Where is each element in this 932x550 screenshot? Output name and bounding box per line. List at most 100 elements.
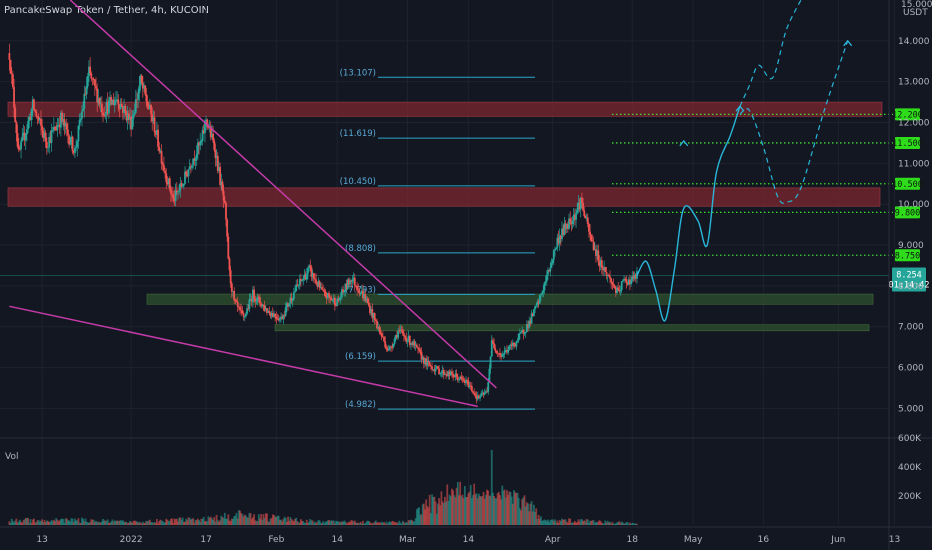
volume-bar (504, 497, 507, 525)
candle-body (473, 392, 476, 395)
candle-body (201, 130, 204, 141)
volume-bar (391, 520, 394, 525)
volume-bar (301, 520, 303, 525)
candle-body (428, 362, 431, 366)
volume-bar (144, 522, 147, 525)
candle-body (50, 130, 53, 143)
candle-body (550, 263, 553, 268)
volume-bar (379, 522, 382, 525)
candle-body (421, 357, 424, 360)
candle-body (356, 286, 359, 291)
volume-bar (349, 522, 351, 525)
volume-bar (404, 523, 407, 525)
volume-bar (24, 518, 27, 525)
volume-bar (47, 520, 49, 525)
candle-body (136, 99, 138, 101)
candle-body (296, 284, 299, 286)
volume-bar (208, 517, 211, 525)
volume-bar (220, 515, 223, 525)
volume-bar (315, 523, 318, 525)
candle-body (516, 340, 519, 342)
candle-body (573, 214, 576, 220)
candle-body (225, 202, 227, 220)
candle-body (248, 299, 251, 309)
candle-body (630, 280, 632, 284)
volume-bar (482, 491, 485, 525)
volume-bar (494, 498, 497, 525)
candle-body (186, 174, 189, 177)
candle-body (565, 223, 568, 229)
volume-bar (344, 521, 347, 525)
candle-body (45, 141, 48, 149)
volume-bar (257, 514, 260, 525)
volume-bar (139, 522, 142, 525)
volume-bar (171, 518, 174, 525)
candle-body (17, 146, 20, 150)
volume-bar (61, 518, 63, 525)
candle-body (174, 190, 177, 202)
candle-body (357, 290, 360, 292)
volume-bar (146, 521, 149, 525)
volume-bar (188, 517, 191, 525)
candle-body (69, 143, 72, 145)
candle-body (575, 212, 577, 220)
candle-body (446, 374, 449, 377)
volume-bar (388, 521, 391, 525)
volume-bar (97, 521, 100, 525)
candle-body (534, 306, 536, 310)
candle-body (88, 66, 90, 77)
candle-body (11, 74, 14, 87)
volume-bar (125, 521, 128, 525)
candle-body (264, 308, 267, 311)
volume-bar (597, 521, 600, 525)
volume-bar (119, 520, 122, 525)
candle-body (179, 183, 182, 191)
volume-bar (599, 521, 602, 525)
volume-bar (175, 518, 178, 525)
volume-bar (137, 522, 140, 525)
candle-body (30, 109, 33, 120)
candle-body (314, 278, 316, 280)
volume-bar (466, 497, 469, 525)
volume-bar (585, 518, 588, 525)
candle-body (321, 287, 323, 290)
volume-bar (35, 522, 38, 525)
volume-bar (8, 521, 11, 525)
volume-bar (586, 519, 589, 525)
volume-bar (295, 517, 298, 525)
candle-body (385, 347, 388, 349)
candle-body (463, 380, 466, 383)
volume-bar (262, 514, 265, 525)
volume-bar (563, 519, 566, 525)
candle-body (58, 124, 61, 128)
volume-bar (324, 521, 327, 525)
volume-bar (193, 522, 196, 525)
candle-body (227, 236, 230, 259)
candle-body (91, 78, 94, 80)
candle-body (521, 330, 524, 333)
candle-body (336, 298, 339, 306)
time-tick-label: Mar (399, 535, 416, 545)
volume-bar (439, 505, 442, 525)
volume-bar (123, 522, 126, 525)
volume-bar (164, 522, 166, 525)
volume-bar (136, 521, 138, 525)
candle-body (277, 319, 280, 321)
candle-body (253, 289, 255, 299)
candle-body (373, 313, 376, 320)
volume-bar (537, 514, 540, 525)
candle-body (103, 115, 106, 117)
volume-bar (300, 519, 302, 525)
volume-bar (373, 521, 376, 525)
candle-body (191, 165, 193, 168)
volume-bar (442, 503, 445, 525)
candle-body (562, 228, 565, 235)
candle-body (355, 285, 357, 287)
candle-body (606, 274, 609, 276)
candle-body (396, 334, 398, 338)
candle-body (425, 358, 428, 366)
candle-body (585, 217, 588, 219)
volume-bar (353, 520, 356, 525)
